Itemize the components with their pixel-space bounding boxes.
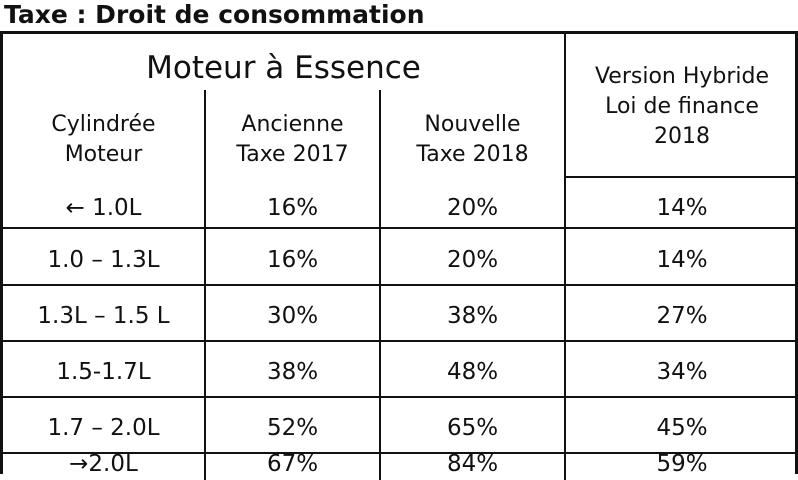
tax-table: Moteur à Essence Cylindrée Moteur Ancien…: [0, 34, 798, 480]
cell-nouvelle: 84%: [446, 451, 499, 477]
col-header-ancienne-line1: Ancienne: [241, 112, 344, 137]
group-header-essence: Moteur à Essence: [146, 50, 421, 86]
cell-nouvelle: 38%: [446, 303, 499, 329]
cell-hybride: 34%: [656, 359, 708, 385]
col-header-cylindree-line1: Cylindrée: [51, 112, 156, 137]
col-header-hybride: Version Hybride Loi de finance 2018: [566, 62, 798, 152]
cell-cylindree: ← 1.0L: [65, 195, 142, 221]
cell-hybride: 14%: [656, 195, 708, 221]
cell-ancienne: 67%: [266, 451, 319, 477]
col-header-nouvelle: Nouvelle Taxe 2018: [381, 110, 564, 170]
col-header-ancienne: Ancienne Taxe 2017: [206, 110, 379, 170]
row-divider: [3, 340, 798, 342]
cell-ancienne: 38%: [266, 359, 319, 385]
cell-hybride: 14%: [656, 247, 708, 273]
cell-hybride: 45%: [656, 415, 708, 441]
col-header-hybride-line2: Loi de finance: [605, 94, 759, 119]
col-header-nouvelle-line2: Taxe 2018: [416, 142, 529, 167]
col-header-hybride-line3: 2018: [654, 124, 710, 149]
col-header-ancienne-line2: Taxe 2017: [236, 142, 349, 167]
cell-hybride: 27%: [656, 303, 708, 329]
row-divider: [3, 452, 798, 454]
cell-cylindree: →2.0L: [69, 451, 138, 477]
col-header-cylindree-line2: Moteur: [64, 142, 143, 167]
cell-nouvelle: 20%: [446, 195, 499, 221]
cell-cylindree: 1.5-1.7L: [56, 359, 151, 385]
cell-nouvelle: 20%: [446, 247, 499, 273]
row-divider: [564, 176, 798, 178]
row-divider: [3, 396, 798, 398]
page-title: Taxe : Droit de consommation: [0, 0, 798, 34]
column-divider: [564, 34, 566, 480]
cell-ancienne: 30%: [266, 303, 319, 329]
cell-cylindree: 1.0 – 1.3L: [47, 247, 160, 273]
cell-nouvelle: 65%: [446, 415, 499, 441]
row-divider: [3, 227, 798, 229]
col-header-nouvelle-line1: Nouvelle: [424, 112, 521, 137]
cell-nouvelle: 48%: [446, 359, 499, 385]
cell-ancienne: 16%: [266, 247, 319, 273]
col-header-cylindree: Cylindrée Moteur: [3, 110, 204, 170]
cell-ancienne: 52%: [266, 415, 319, 441]
cell-cylindree: 1.7 – 2.0L: [47, 415, 160, 441]
col-header-hybride-line1: Version Hybride: [594, 64, 770, 89]
cell-ancienne: 16%: [266, 195, 319, 221]
row-divider: [3, 284, 798, 286]
cell-cylindree: 1.3L – 1.5 L: [37, 303, 170, 329]
cell-hybride: 59%: [656, 451, 708, 477]
